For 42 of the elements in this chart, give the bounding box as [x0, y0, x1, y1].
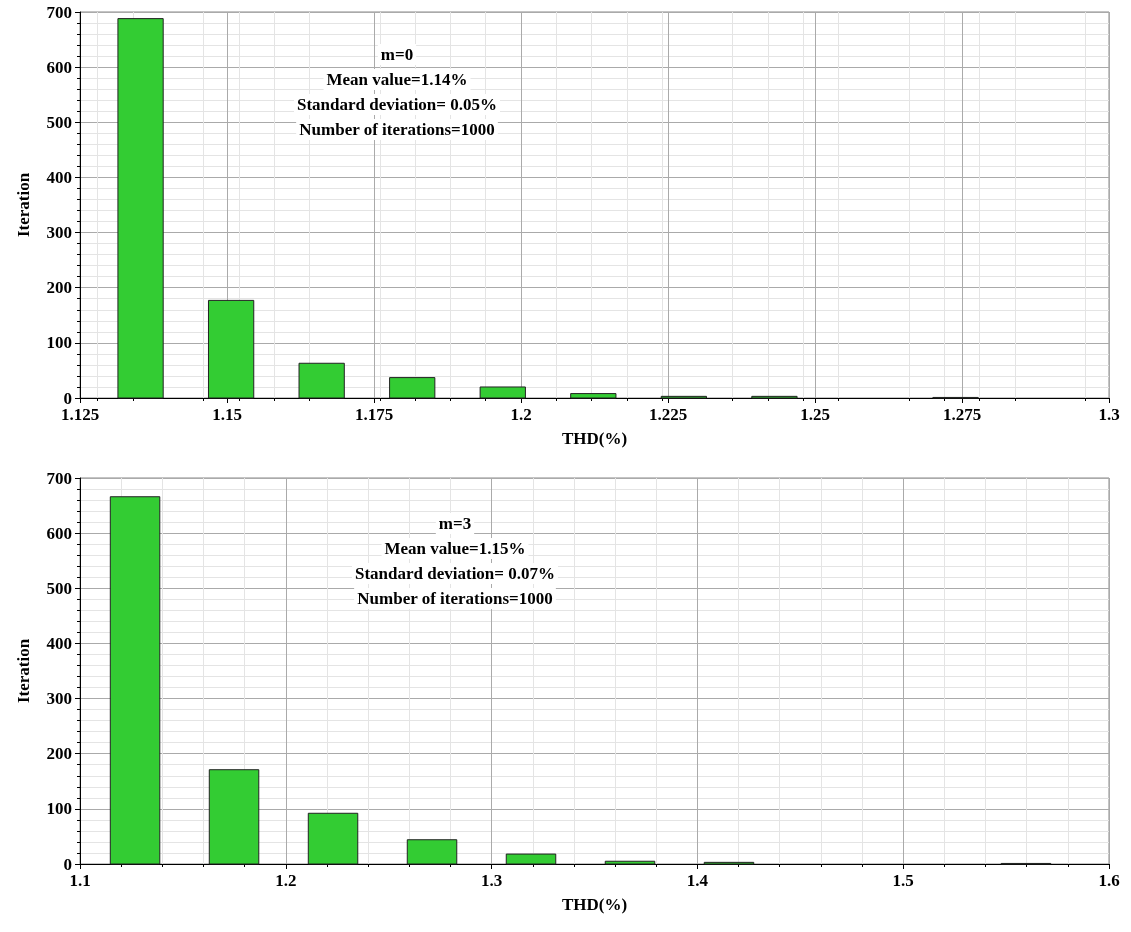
y-tick-label: 700 [46, 468, 72, 488]
x-tick-label: 1.3 [480, 871, 503, 890]
x-tick-label: 1.2 [510, 405, 532, 424]
x-tick-label: 1.15 [212, 405, 242, 424]
annotation: Standard deviation= 0.07% [354, 564, 556, 583]
y-tick-label: 0 [63, 388, 72, 408]
y-axis-title: Iteration [14, 172, 33, 238]
y-tick-label: 200 [46, 278, 72, 298]
annotation: m=0 [380, 45, 414, 64]
x-tick-label: 1.275 [942, 405, 982, 424]
y-tick-label: 100 [46, 799, 72, 819]
x-tick-label: 1.175 [354, 405, 394, 424]
y-tick-label: 200 [46, 744, 72, 764]
annotation: Standard deviation= 0.05% [296, 95, 498, 114]
annotation: Number of iterations=1000 [299, 120, 495, 139]
x-tick-label: 1.225 [648, 405, 688, 424]
annotation: Mean value=1.15% [384, 539, 526, 558]
y-tick-label: 700 [46, 2, 72, 22]
x-tick-label: 1.125 [60, 405, 100, 424]
y-tick-label: 400 [46, 633, 72, 653]
y-tick-label: 300 [46, 689, 72, 709]
x-tick-label: 1.4 [686, 871, 709, 890]
x-axis-title: THD(%) [561, 895, 628, 914]
x-tick-label: 1.2 [275, 871, 297, 890]
y-tick-label: 100 [46, 333, 72, 353]
annotation: m=3 [438, 514, 472, 533]
x-axis-title: THD(%) [561, 429, 628, 448]
y-tick-label: 400 [46, 167, 72, 187]
x-tick-label: 1.3 [1098, 405, 1120, 424]
y-tick-label: 0 [63, 854, 72, 874]
y-axis-title: Iteration [14, 638, 33, 704]
annotation: Number of iterations=1000 [357, 589, 553, 608]
annotation: Mean value=1.14% [326, 70, 468, 89]
y-tick-label: 500 [46, 112, 72, 132]
x-tick-label: 1.5 [892, 871, 914, 890]
x-tick-label: 1.1 [69, 871, 91, 890]
y-tick-label: 500 [46, 578, 72, 598]
y-tick-label: 600 [46, 57, 72, 77]
y-tick-label: 600 [46, 523, 72, 543]
x-tick-label: 1.25 [800, 405, 830, 424]
x-tick-label: 1.6 [1098, 871, 1120, 890]
y-tick-label: 300 [46, 223, 72, 243]
